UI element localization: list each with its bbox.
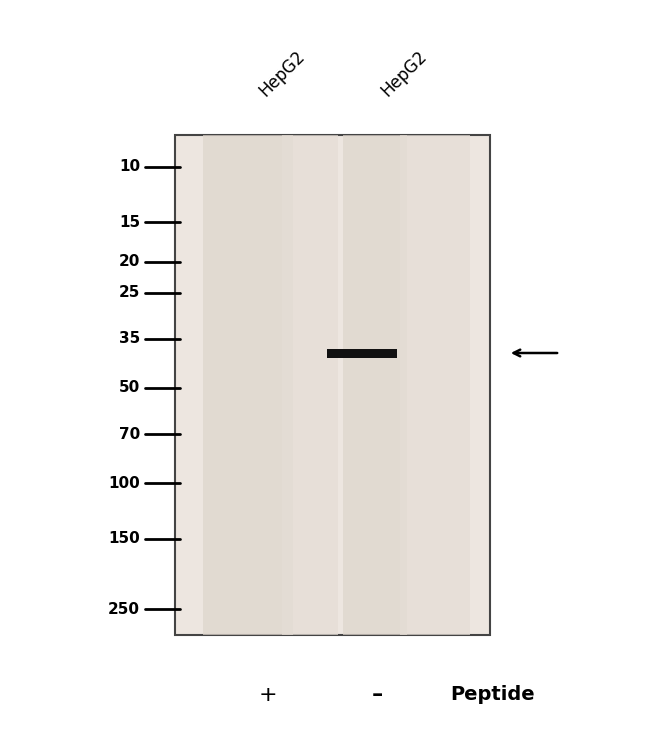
Bar <box>282 135 338 635</box>
Text: HepG2: HepG2 <box>255 47 308 100</box>
Text: –: – <box>371 685 383 705</box>
Bar <box>327 348 397 357</box>
Text: 20: 20 <box>118 255 140 269</box>
Text: Peptide: Peptide <box>450 685 534 704</box>
Bar <box>203 135 293 635</box>
Text: 25: 25 <box>118 285 140 300</box>
Text: 150: 150 <box>109 531 140 546</box>
Text: 35: 35 <box>119 332 140 346</box>
Text: 50: 50 <box>119 381 140 395</box>
Text: +: + <box>259 685 278 705</box>
Text: HepG2: HepG2 <box>377 47 430 100</box>
Text: 250: 250 <box>108 602 140 616</box>
Bar <box>175 135 490 635</box>
Bar <box>400 135 470 635</box>
Text: 100: 100 <box>109 476 140 490</box>
Bar <box>343 135 407 635</box>
Text: 10: 10 <box>119 159 140 174</box>
Text: 70: 70 <box>119 427 140 441</box>
Text: 15: 15 <box>119 215 140 230</box>
